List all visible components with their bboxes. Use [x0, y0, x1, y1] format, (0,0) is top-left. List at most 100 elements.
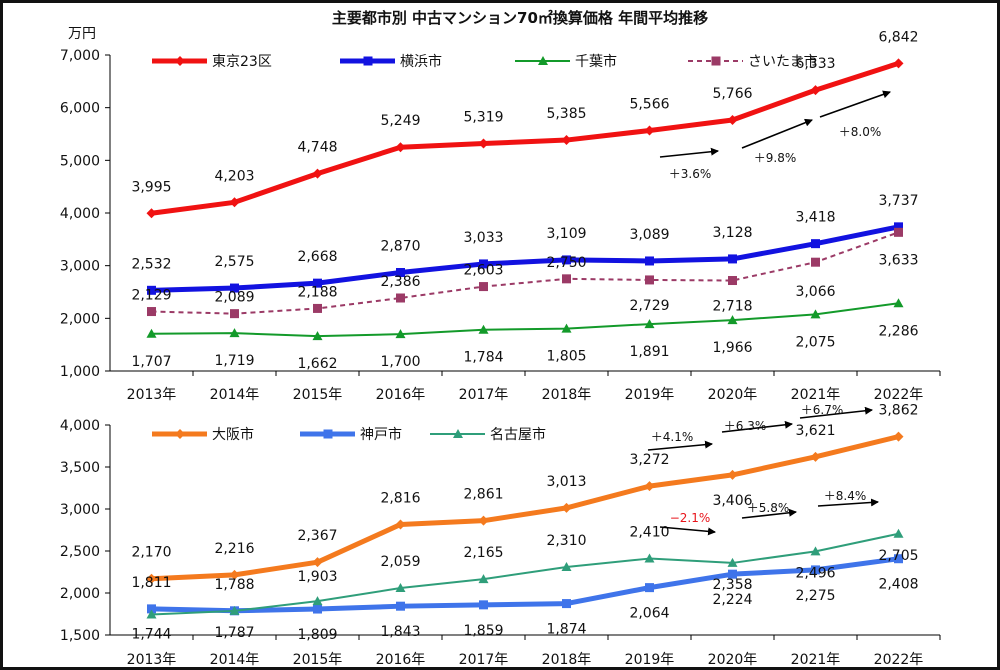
data-point	[478, 515, 489, 526]
data-point	[312, 557, 323, 568]
data-point	[395, 142, 406, 153]
data-point	[395, 583, 406, 593]
x-tick-label: 2022年	[874, 652, 924, 668]
data-point	[810, 309, 821, 319]
x-tick-label: 2021年	[791, 652, 841, 668]
data-label: 3,406	[712, 493, 752, 509]
data-label: 1,788	[214, 577, 254, 593]
data-label: 2,410	[629, 525, 669, 541]
data-point	[396, 268, 405, 278]
data-point	[728, 569, 737, 579]
data-point	[478, 574, 489, 584]
legend-label: 名古屋市	[490, 426, 546, 443]
data-point	[312, 168, 323, 179]
data-point	[146, 573, 157, 584]
data-label: 1,787	[214, 625, 254, 641]
legend-label: 横浜市	[400, 53, 442, 70]
data-label: 2,575	[214, 254, 254, 270]
legend-marker	[538, 56, 548, 65]
data-label: 2,059	[380, 554, 420, 570]
data-point	[147, 307, 156, 317]
growth-annotation: ＋9.8%	[754, 151, 797, 165]
data-point	[229, 197, 240, 208]
data-label: 2,165	[463, 545, 503, 561]
data-point	[395, 519, 406, 530]
growth-annotation: ＋5.8%	[747, 501, 790, 515]
x-tick-label: 2014年	[210, 652, 260, 668]
data-label: 6,842	[878, 29, 918, 45]
growth-arrow	[819, 90, 891, 118]
growth-annotation: ＋8.4%	[824, 489, 867, 503]
growth-annotation: ＋3.6%	[669, 167, 712, 181]
data-label: 1,707	[131, 354, 171, 370]
data-label: 5,385	[546, 106, 586, 122]
y-unit-label: 万円	[68, 26, 96, 42]
data-label: 2,861	[463, 487, 503, 503]
data-label: 5,249	[380, 113, 420, 129]
chart-title: 主要都市別 中古マンション70㎡換算価格 年間平均推移	[332, 9, 708, 27]
data-label: 3,272	[629, 452, 669, 468]
data-label: 2,532	[131, 256, 171, 272]
data-point	[478, 138, 489, 149]
data-point	[644, 481, 655, 492]
data-label: 1,903	[297, 569, 337, 585]
data-point	[561, 561, 572, 571]
x-tick-label: 2016年	[376, 387, 426, 403]
data-label: 1,809	[297, 627, 337, 643]
data-point	[811, 565, 820, 575]
legend-marker	[363, 56, 373, 66]
data-label: 6,333	[795, 56, 835, 72]
data-point	[561, 502, 572, 513]
legend-label: 東京23区	[212, 54, 272, 70]
x-tick-label: 2016年	[376, 652, 426, 668]
growth-arrow	[799, 406, 873, 419]
data-label: 5,766	[712, 86, 752, 102]
growth-arrow	[741, 508, 797, 519]
data-point	[728, 276, 737, 286]
growth-arrow	[817, 498, 879, 507]
data-label: 2,216	[214, 541, 254, 557]
data-point	[396, 601, 405, 611]
series-line	[151, 60, 900, 216]
x-tick-label: 2015年	[293, 387, 343, 403]
data-label: 2,496	[795, 565, 835, 581]
data-point	[396, 293, 405, 303]
data-label: 3,089	[629, 227, 669, 243]
data-label: 3,109	[546, 226, 586, 242]
growth-annotation: ＋4.1%	[651, 430, 694, 444]
legend-label: 神戸市	[360, 426, 402, 443]
growth-annotation-negative: −2.1%	[670, 511, 711, 525]
data-label: 3,995	[131, 179, 171, 195]
data-point	[147, 604, 156, 614]
data-label: 1,784	[463, 350, 503, 366]
x-tick-label: 2017年	[459, 387, 509, 403]
y-tick-label: 3,000	[60, 259, 100, 275]
data-point	[727, 315, 738, 325]
data-label: 2,310	[546, 533, 586, 549]
y-tick-label: 2,000	[60, 311, 100, 327]
data-point	[727, 469, 738, 480]
y-tick-label: 5,000	[60, 153, 100, 169]
series-line	[151, 302, 899, 338]
data-point	[893, 431, 904, 442]
data-label: 3,418	[795, 210, 835, 226]
y-tick-label: 4,000	[60, 206, 100, 222]
data-point	[313, 604, 322, 614]
x-tick-label: 2017年	[459, 652, 509, 668]
data-point	[146, 609, 157, 619]
data-label: 2,603	[463, 263, 503, 279]
data-point	[561, 135, 572, 146]
data-label: 2,386	[380, 274, 420, 290]
x-tick-label: 2022年	[874, 387, 924, 403]
data-label: 2,668	[297, 249, 337, 265]
data-point	[479, 600, 488, 610]
data-point	[810, 85, 821, 96]
data-label: 1,719	[214, 353, 254, 369]
data-label: 1,891	[629, 344, 669, 360]
legend-marker	[323, 429, 333, 439]
data-point	[811, 239, 820, 249]
data-label: 1,874	[546, 622, 586, 638]
y-tick-label: 1,000	[60, 364, 100, 380]
data-label: 1,966	[712, 340, 752, 356]
